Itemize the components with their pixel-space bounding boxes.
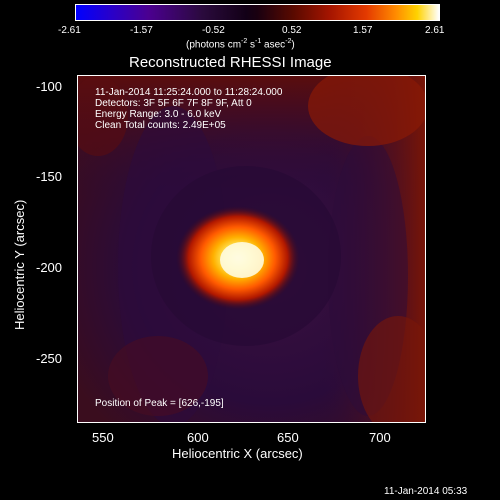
detectors-annotation: Detectors: 3F 5F 6F 7F 8F 9F, Att 0 <box>95 98 252 109</box>
energy-annotation: Energy Range: 3.0 - 6.0 keV <box>95 109 222 120</box>
top-left-hotspot <box>78 76 128 156</box>
peak-position-annotation: Position of Peak = [626,-195] <box>95 398 224 409</box>
flare-peak <box>220 242 264 278</box>
image-plot-area <box>77 75 426 423</box>
colorbar-tick-label: 2.61 <box>425 25 445 36</box>
colorbar <box>75 4 440 21</box>
colorbar-tick-label: -1.57 <box>130 25 153 36</box>
colorbar-tick-label: 0.52 <box>282 25 302 36</box>
footer-timestamp: 11-Jan-2014 05:33 <box>384 486 468 497</box>
x-tick-label: 550 <box>92 430 114 445</box>
rhessi-image <box>78 76 425 422</box>
colorbar-tick-label: 1.57 <box>353 25 373 36</box>
y-tick-label: -200 <box>36 260 63 275</box>
counts-annotation: Clean Total counts: 2.49E+05 <box>95 120 226 131</box>
top-right-hotspot <box>308 76 425 146</box>
y-tick-label: -150 <box>36 169 63 184</box>
colorbar-tick-label: -2.61 <box>58 25 81 36</box>
bottom-left-hotspot <box>108 336 208 416</box>
bottom-right-hotspot <box>358 316 425 422</box>
colorbar-tick-label: -0.52 <box>202 25 225 36</box>
colorbar-units: (photons cm-2 s-1 asec-2) <box>186 38 295 51</box>
plot-title: Reconstructed RHESSI Image <box>129 54 332 71</box>
y-tick-label: -250 <box>36 351 63 366</box>
x-tick-label: 600 <box>187 430 209 445</box>
y-axis-title: Heliocentric Y (arcsec) <box>12 199 27 330</box>
time-range-annotation: 11-Jan-2014 11:25:24.000 to 11:28:24.000 <box>95 87 283 98</box>
y-tick-label: -100 <box>36 79 63 94</box>
x-tick-label: 700 <box>369 430 391 445</box>
x-tick-label: 650 <box>277 430 299 445</box>
x-axis-title: Heliocentric X (arcsec) <box>172 446 303 461</box>
